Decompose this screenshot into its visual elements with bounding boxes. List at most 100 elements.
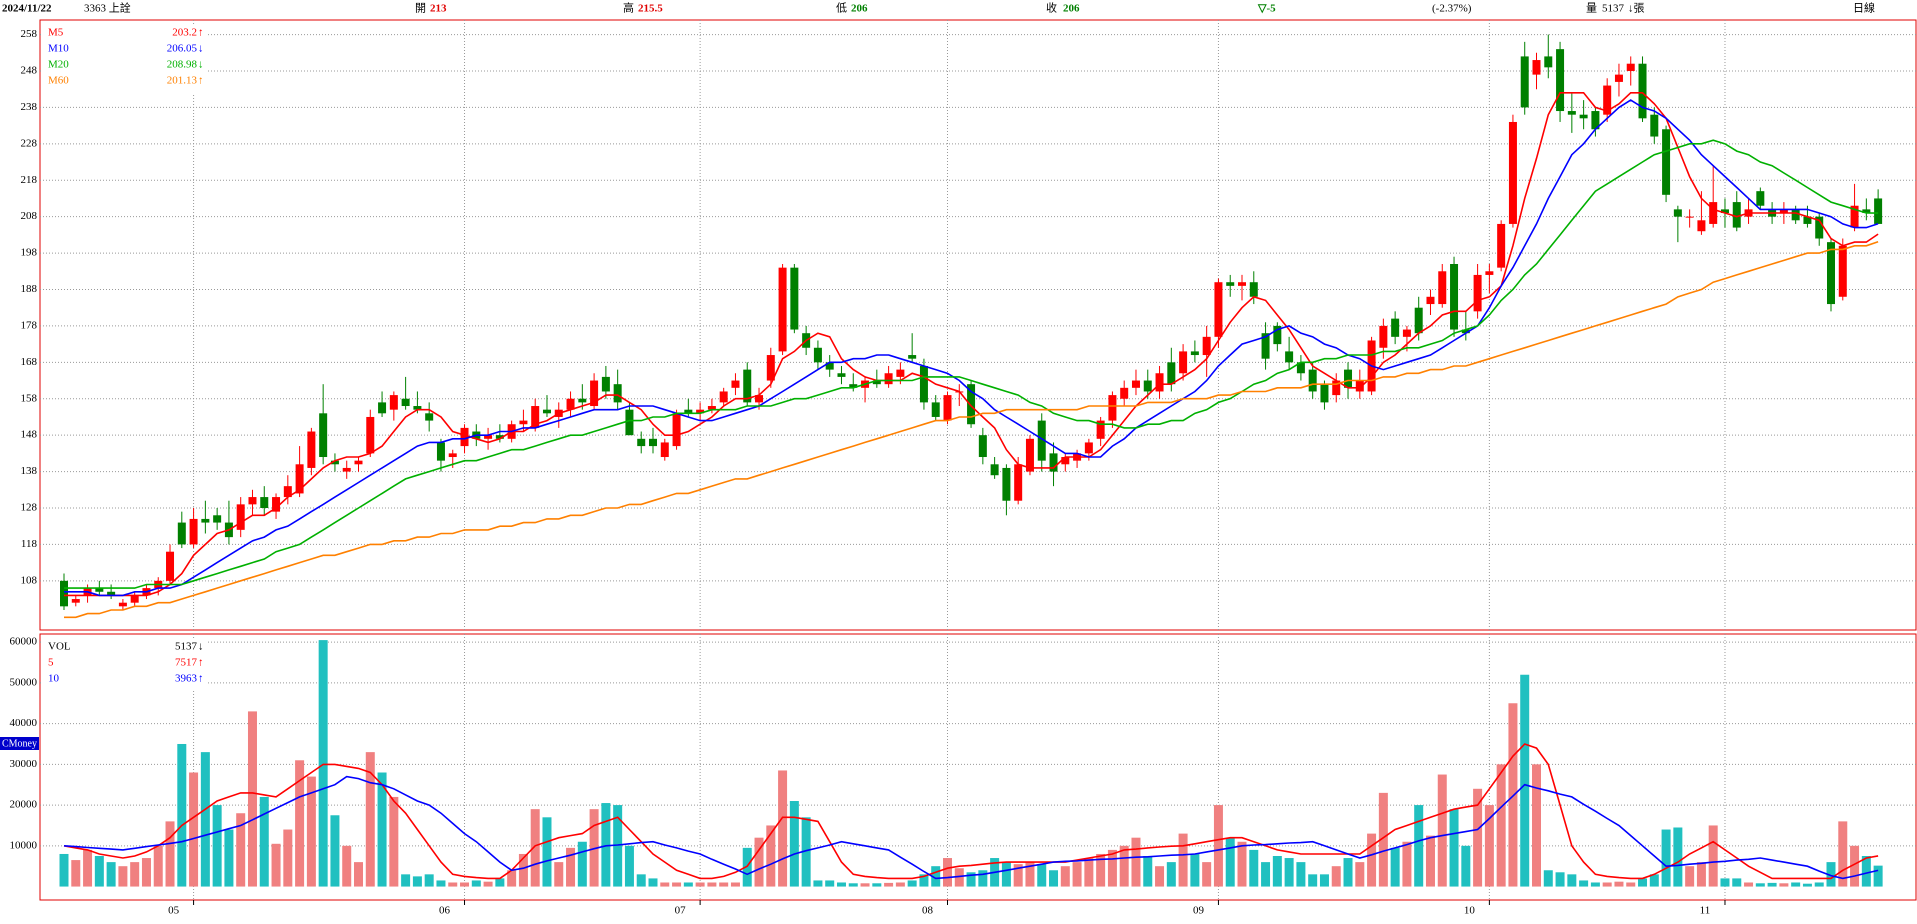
volume-bar [224, 829, 234, 887]
volume-bar [707, 882, 717, 887]
y-tick-label: 138 [21, 465, 38, 477]
volume-bar [1213, 805, 1223, 887]
volume-bar [1473, 788, 1483, 887]
volume-bar [1802, 883, 1812, 887]
candle-body [1202, 336, 1211, 356]
volume-bar [801, 817, 811, 887]
candle-body [1049, 453, 1058, 472]
volume-bar [1367, 833, 1377, 887]
volume-bar [943, 858, 952, 887]
volume-bar [283, 829, 293, 887]
candle-body [566, 398, 575, 410]
volume-bar [1060, 866, 1070, 887]
candle-body [1249, 282, 1258, 297]
candle-body [896, 369, 905, 377]
candle-body [943, 395, 952, 421]
x-tick-label: 08 [922, 905, 934, 917]
candle-body [1108, 395, 1117, 421]
candle-body [166, 551, 175, 581]
candle-body [248, 497, 257, 505]
candle-body [884, 373, 893, 385]
volume-bar [884, 882, 894, 887]
candle-body [766, 355, 775, 381]
candle-body [342, 467, 351, 472]
candle-body [978, 435, 987, 458]
volume-bar [1261, 862, 1271, 887]
volume-bar [1284, 858, 1294, 887]
candle-body [1167, 362, 1176, 385]
candle-body [1037, 420, 1046, 461]
volume-bar [1343, 858, 1353, 887]
volume-bar [1049, 870, 1059, 887]
brand-badge [0, 737, 39, 750]
volume-bar [200, 752, 210, 887]
volume-bar [1096, 853, 1106, 887]
volume-bar [1202, 862, 1212, 887]
candle-body [189, 518, 198, 545]
candle-body [1791, 209, 1800, 221]
volume-bar [1602, 882, 1612, 887]
low-value: 206 [851, 3, 868, 15]
volume-bar [1732, 878, 1742, 887]
volume-bar [1767, 882, 1777, 887]
volume-bar [919, 874, 929, 887]
volume-bar [507, 870, 517, 887]
volume-bar [330, 815, 340, 887]
candle-body [1579, 114, 1588, 119]
volume-bar [589, 809, 599, 887]
candle-body [990, 464, 999, 476]
candle-body [1014, 464, 1023, 501]
candle-body [660, 442, 669, 458]
candle-body [696, 409, 705, 414]
candle-body [283, 486, 292, 498]
legend-trend: ↑ [198, 673, 204, 685]
legend-value: 201.13 [167, 75, 198, 87]
x-tick-label: 05 [168, 905, 180, 917]
candle-body [1862, 209, 1871, 214]
volume-bar [1237, 841, 1247, 887]
candle-body [743, 369, 752, 403]
open-label: 開 [415, 2, 426, 15]
candle-body [625, 409, 634, 436]
volume-bar [130, 862, 140, 887]
volume-bar [1673, 827, 1683, 887]
volume-bar [1355, 862, 1365, 887]
candle-body [1426, 296, 1435, 305]
volume-bar [247, 711, 257, 887]
candle-body [236, 504, 245, 530]
ma-line [64, 92, 1879, 597]
candle-body [1838, 245, 1847, 297]
period: 日線 [1853, 1, 1875, 15]
candle-body [484, 435, 493, 439]
ma-line [64, 99, 1879, 597]
volume-bar [860, 883, 870, 887]
volume-bar [954, 868, 964, 887]
candle-body [425, 413, 434, 421]
volume-bar [1107, 849, 1117, 887]
volume-bar [766, 825, 776, 887]
volume-bar [118, 866, 128, 887]
volume-bar [1661, 829, 1671, 887]
volume-bar [165, 821, 175, 887]
volume-bar [1378, 792, 1388, 887]
candle-body [1673, 209, 1682, 217]
candle-body [542, 409, 551, 414]
candle-body [1120, 387, 1129, 399]
ma-line [64, 139, 1879, 589]
candle-body [1591, 111, 1600, 130]
volume-bar [1331, 866, 1341, 887]
y-tick-label: 248 [21, 65, 38, 77]
candle-body [95, 588, 104, 592]
volume-bar [895, 882, 905, 887]
legend-name: M5 [48, 27, 64, 39]
candle-body [837, 373, 846, 377]
y-tick-label: 158 [21, 392, 38, 404]
volume-bar [1696, 862, 1706, 887]
volume-bar [1590, 882, 1600, 887]
volume-bar [778, 770, 788, 887]
candle-body [1697, 220, 1706, 232]
y-tick-label: 178 [21, 319, 38, 331]
candle-body [1273, 325, 1282, 345]
